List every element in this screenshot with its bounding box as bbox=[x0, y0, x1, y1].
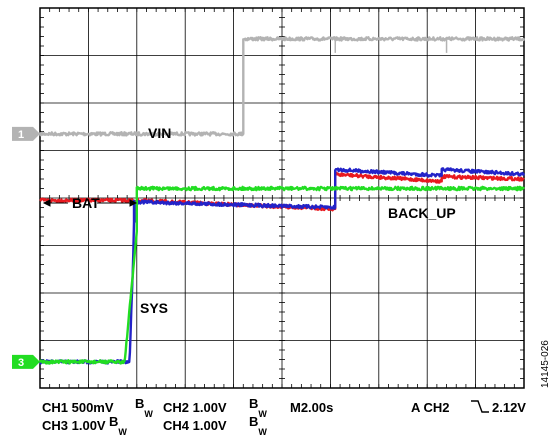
footer-trigger-level: 2.12V bbox=[492, 400, 526, 415]
trace-bat bbox=[38, 185, 525, 365]
bw-ch3: BW bbox=[109, 414, 127, 437]
footer-time: M2.00s bbox=[290, 400, 333, 415]
channel-marker-label: 3 bbox=[18, 357, 24, 369]
footer-ch2: CH2 1.00V bbox=[163, 400, 227, 415]
falling-edge-icon bbox=[471, 400, 489, 413]
footer-ch1: CH1 500mV bbox=[42, 400, 114, 415]
graticule bbox=[39, 7, 525, 389]
bw-ch4: BW bbox=[249, 414, 267, 437]
channel-marker bbox=[12, 126, 40, 141]
annotation-bat: BAT bbox=[72, 195, 100, 211]
annotation-back-up: BACK_UP bbox=[388, 205, 456, 221]
channel-marker bbox=[12, 354, 40, 369]
footer-trigger: A CH2 bbox=[411, 400, 450, 415]
trace-vin bbox=[38, 36, 526, 137]
traces bbox=[38, 36, 526, 365]
figure-id: 14145-026 bbox=[540, 340, 551, 388]
footer-ch3: CH3 1.00V bbox=[42, 418, 106, 433]
bw-ch2: BW bbox=[249, 396, 267, 419]
bat-arrows bbox=[42, 199, 138, 207]
annotation-sys: SYS bbox=[140, 300, 168, 316]
annotation-vin: VIN bbox=[148, 125, 171, 141]
channel-markers: 13 bbox=[12, 126, 40, 369]
channel-marker-label: 1 bbox=[18, 129, 24, 141]
footer-ch4: CH4 1.00V bbox=[163, 418, 227, 433]
bw-ch1: BW bbox=[135, 396, 153, 419]
